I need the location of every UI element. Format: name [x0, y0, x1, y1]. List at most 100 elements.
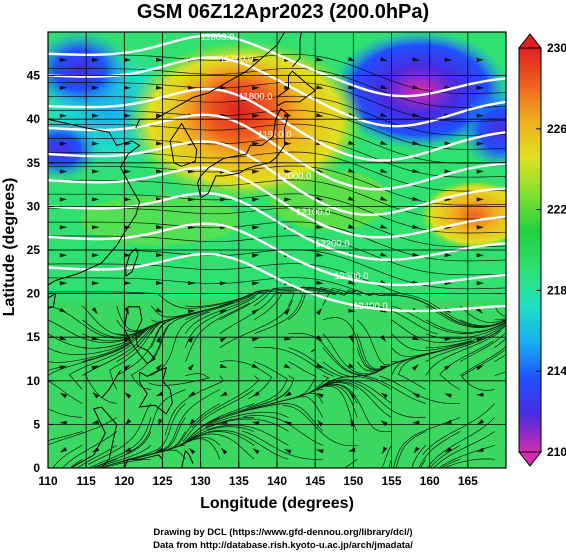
- streamline: [48, 221, 506, 262]
- wind-arrow: [316, 57, 324, 62]
- streamline: [48, 95, 506, 136]
- wind-arrow: [188, 391, 196, 397]
- streamline: [185, 291, 262, 334]
- wind-arrow: [187, 363, 195, 371]
- wind-arrow: [380, 365, 388, 370]
- streamline: [433, 431, 495, 468]
- wind-arrow: [316, 252, 324, 257]
- wind-arrow: [91, 253, 100, 258]
- wind-arrow: [412, 252, 420, 257]
- wind-arrow: [380, 112, 388, 117]
- wind-arrow: [380, 224, 388, 229]
- wind-arrow: [412, 113, 420, 118]
- wind-arrow: [252, 169, 260, 174]
- wind-arrow: [123, 85, 132, 90]
- coastline: [101, 370, 121, 399]
- streamline: [150, 311, 210, 376]
- wind-arrow: [252, 58, 260, 63]
- x-tick-label: 130: [191, 474, 211, 488]
- contour-label: 11700.0: [220, 54, 254, 65]
- wind-arrow: [92, 392, 100, 399]
- wind-arrow: [155, 391, 164, 397]
- streamline: [76, 445, 117, 468]
- wind-arrow: [91, 85, 100, 90]
- wind-arrow: [220, 197, 228, 202]
- wind-arrow: [348, 308, 356, 313]
- colorbar-ticks: 210 214 218 222 226 230: [536, 41, 566, 459]
- wind-arrow: [476, 392, 484, 397]
- streamline: [494, 305, 506, 317]
- streamline: [126, 389, 186, 454]
- wind-arrow: [380, 140, 388, 145]
- field-layer: 11600.0 11700.0 11800.0 11900.0 12000.0 12100…: [48, 32, 506, 468]
- y-axis-ticks: 0 5 10 15 20 25 30 35 40 45: [27, 69, 54, 475]
- wind-arrow: [155, 280, 164, 285]
- wind-arrow: [317, 419, 324, 427]
- wind-arrow: [284, 141, 292, 146]
- x-tick-label: 145: [305, 474, 325, 488]
- colorbar-tick-label: 214: [547, 364, 566, 378]
- streamline: [247, 361, 288, 408]
- streamline: [461, 349, 505, 391]
- wind-arrow: [412, 364, 419, 371]
- colorbar-tick-label: 222: [547, 203, 566, 217]
- wind-arrow: [155, 141, 164, 146]
- streamline: [48, 431, 83, 442]
- wind-arrow: [476, 447, 484, 452]
- x-tick-label: 125: [152, 474, 172, 488]
- wind-arrow: [252, 197, 260, 202]
- wind-arrow: [59, 197, 68, 202]
- y-axis-label: Latitude (degrees): [1, 177, 18, 317]
- wind-arrow: [188, 280, 196, 285]
- contour-labels: 11600.0 11700.0 11800.0 11900.0 12000.0 12100…: [201, 32, 388, 312]
- wind-arrow: [91, 281, 100, 286]
- wind-arrow: [444, 141, 452, 146]
- y-tick-label: 10: [27, 374, 41, 388]
- wind-arrow: [251, 337, 260, 342]
- wind-arrow: [476, 337, 484, 342]
- wind-arrow: [315, 363, 324, 369]
- streamline: [48, 417, 49, 418]
- x-tick-label: 110: [38, 474, 58, 488]
- x-tick-label: 140: [267, 474, 287, 488]
- coastline: [197, 107, 290, 199]
- wind-arrow: [444, 393, 452, 398]
- y-tick-label: 30: [27, 199, 41, 213]
- y-tick-label: 5: [33, 417, 40, 431]
- wind-arrow: [220, 391, 228, 397]
- wind-arrow: [252, 281, 260, 286]
- streamline: [48, 263, 506, 327]
- streamline: [357, 304, 438, 335]
- wind-arrow: [476, 197, 484, 202]
- streamline: [425, 330, 501, 376]
- y-tick-label: 15: [27, 330, 41, 344]
- wind-arrow: [476, 85, 484, 90]
- wind-arrow: [284, 449, 292, 454]
- y-tick-label: 25: [27, 243, 41, 257]
- streamline: [391, 341, 474, 358]
- streamline: [381, 445, 392, 468]
- coastline: [181, 449, 194, 468]
- streamline: [178, 403, 255, 447]
- wind-arrow: [380, 168, 388, 173]
- wind-arrow: [476, 57, 484, 62]
- wind-arrow: [316, 307, 322, 315]
- wind-arrow: [476, 281, 484, 286]
- streamline: [253, 286, 327, 321]
- wind-arrow: [476, 113, 484, 118]
- wind-arrow: [444, 336, 452, 341]
- wind-arrow: [316, 85, 324, 90]
- wind-arrow: [59, 281, 68, 286]
- streamline: [88, 403, 152, 465]
- wind-arrow: [91, 225, 100, 230]
- streamline: [429, 444, 461, 468]
- wind-arrow: [476, 253, 484, 258]
- streamline: [52, 444, 83, 468]
- wind-arrow: [316, 280, 324, 285]
- wind-arrow: [315, 449, 324, 454]
- wind-arrow: [476, 419, 484, 425]
- wind-arrow: [155, 169, 164, 174]
- streamline: [411, 445, 427, 468]
- streamline: [48, 288, 506, 328]
- wind-arrow: [412, 393, 420, 399]
